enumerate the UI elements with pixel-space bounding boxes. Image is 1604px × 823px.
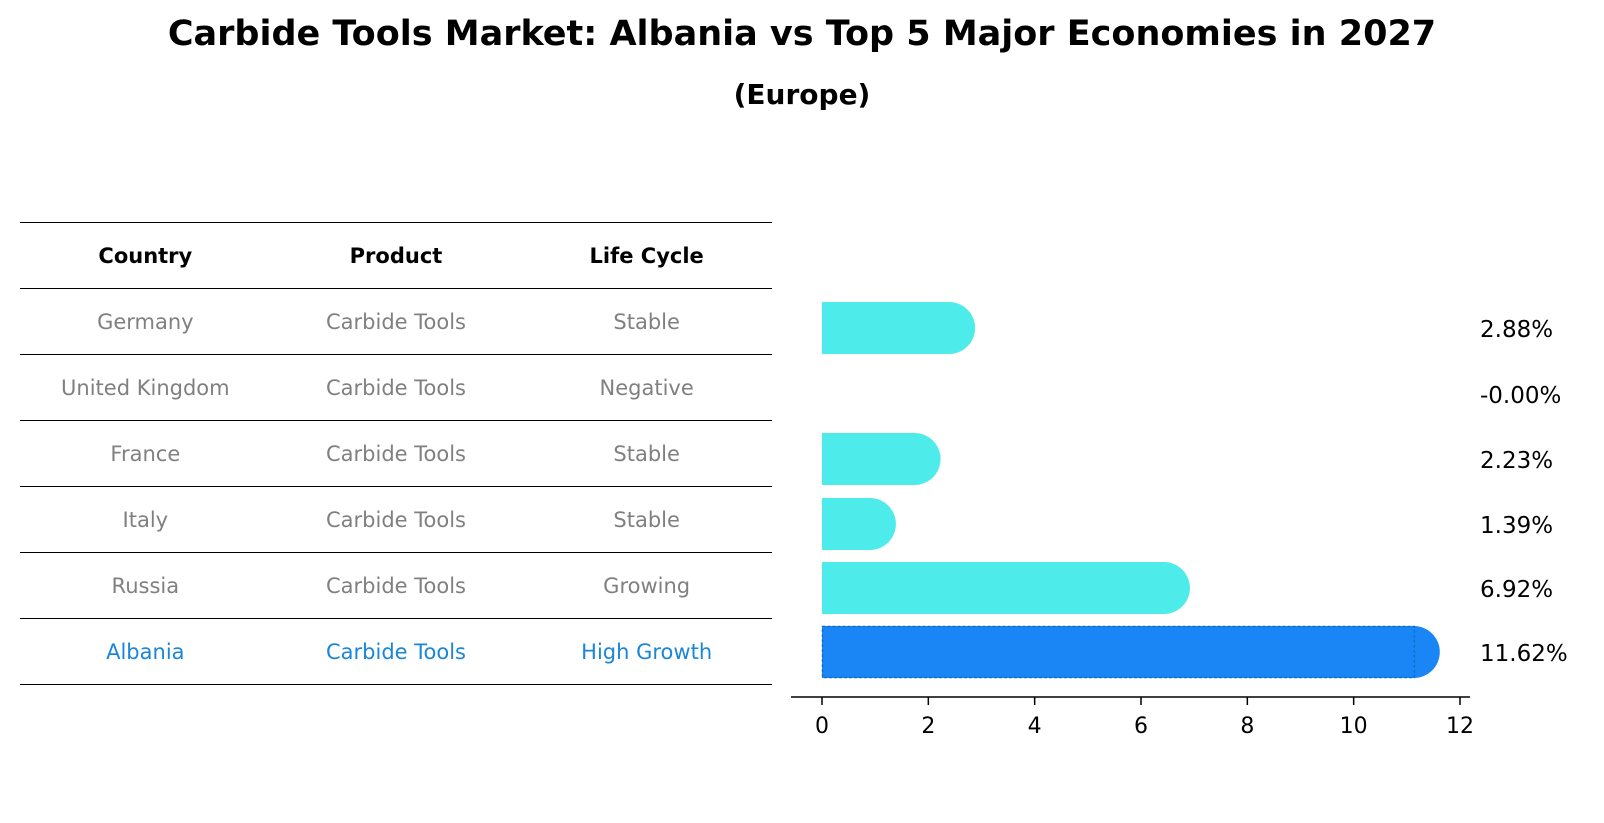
x-tick-label: 0 bbox=[815, 714, 829, 739]
bar-cap-france bbox=[888, 433, 941, 485]
cell-product: Carbide Tools bbox=[270, 486, 522, 553]
x-tick-label: 6 bbox=[1134, 714, 1148, 739]
x-tick-label: 2 bbox=[921, 714, 935, 739]
data-label: 6.92% bbox=[1480, 577, 1553, 603]
data-label: 11.62% bbox=[1480, 641, 1568, 667]
chart-subtitle: (Europe) bbox=[733, 78, 871, 111]
data-label: -0.00% bbox=[1480, 383, 1561, 409]
cell-country: Russia bbox=[20, 552, 271, 619]
cell-life-cycle: High Growth bbox=[521, 618, 772, 685]
data-table: Country Product Life Cycle Germany Carbi… bbox=[20, 222, 772, 685]
header-product: Product bbox=[270, 222, 522, 289]
table-row: Russia Carbide Tools Growing bbox=[20, 552, 772, 619]
x-tick-label: 4 bbox=[1028, 714, 1042, 739]
cell-life-cycle: Growing bbox=[521, 552, 772, 619]
cell-life-cycle: Stable bbox=[521, 288, 772, 355]
cell-product: Carbide Tools bbox=[270, 552, 522, 619]
cell-country: United Kingdom bbox=[20, 354, 271, 421]
header-life-cycle: Life Cycle bbox=[521, 222, 772, 289]
table-header-row: Country Product Life Cycle bbox=[20, 222, 772, 289]
bar-highlight-outline bbox=[821, 625, 1416, 679]
x-tick-label: 12 bbox=[1446, 714, 1474, 739]
table-row: United Kingdom Carbide Tools Negative bbox=[20, 354, 772, 421]
cell-product: Carbide Tools bbox=[270, 288, 522, 355]
x-tick-label: 10 bbox=[1340, 714, 1368, 739]
table-row: Italy Carbide Tools Stable bbox=[20, 486, 772, 553]
cell-country: France bbox=[20, 420, 271, 487]
bar-albania bbox=[822, 626, 1414, 678]
cell-product: Carbide Tools bbox=[270, 618, 522, 685]
data-label: 1.39% bbox=[1480, 513, 1553, 539]
cell-country: Germany bbox=[20, 288, 271, 355]
bar-cap-italy bbox=[843, 498, 896, 550]
chart-title: Carbide Tools Market: Albania vs Top 5 M… bbox=[167, 14, 1437, 54]
cell-country: Albania bbox=[20, 618, 271, 685]
table-row: Germany Carbide Tools Stable bbox=[20, 288, 772, 355]
table-row: France Carbide Tools Stable bbox=[20, 420, 772, 487]
cell-country: Italy bbox=[20, 486, 271, 553]
cell-product: Carbide Tools bbox=[270, 354, 522, 421]
header-country: Country bbox=[20, 222, 271, 289]
table-row-highlight: Albania Carbide Tools High Growth bbox=[20, 618, 772, 685]
cell-product: Carbide Tools bbox=[270, 420, 522, 487]
bar-cap-germany bbox=[923, 302, 976, 354]
bar-russia bbox=[822, 562, 1164, 614]
cell-life-cycle: Stable bbox=[521, 420, 772, 487]
x-tick-label: 8 bbox=[1240, 714, 1254, 739]
bar-cap-russia bbox=[1137, 562, 1190, 614]
data-label: 2.23% bbox=[1480, 448, 1553, 474]
cell-life-cycle: Stable bbox=[521, 486, 772, 553]
data-label: 2.88% bbox=[1480, 317, 1553, 343]
